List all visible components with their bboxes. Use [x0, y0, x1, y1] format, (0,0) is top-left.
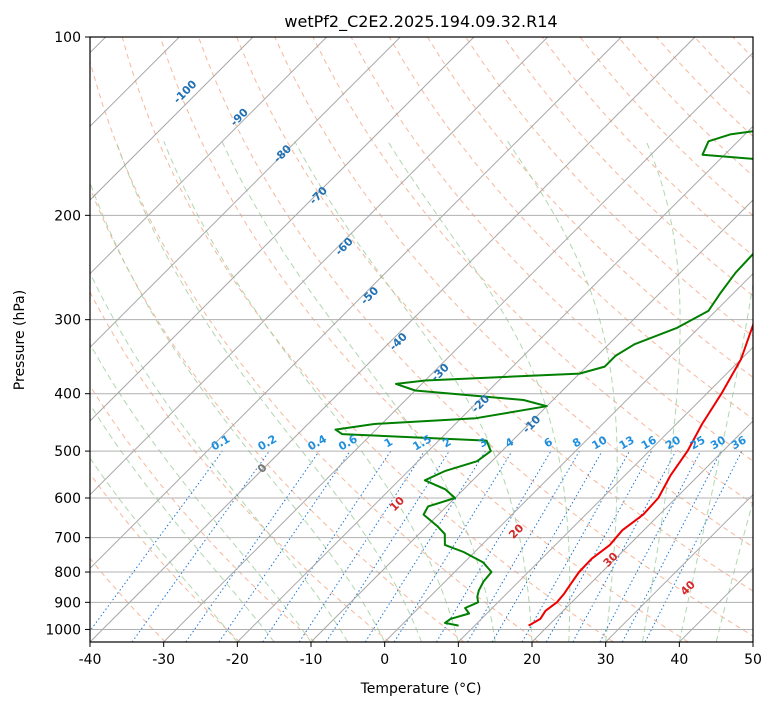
- plot-background: [90, 37, 753, 642]
- x-tick-label: 50: [744, 652, 762, 668]
- dry-adiabat: [90, 472, 241, 642]
- y-tick-label: 200: [54, 208, 81, 224]
- isotherm-line: [90, 37, 475, 422]
- y-tick-label: 100: [54, 30, 81, 46]
- mixing-ratio-line: [435, 450, 552, 642]
- isotherm-line: [310, 199, 753, 642]
- dry-adiabat: [159, 37, 689, 642]
- skewed-isotherms: [90, 37, 753, 642]
- mixing-ratio-line: [393, 450, 513, 642]
- x-tick-label: -20: [226, 652, 249, 668]
- dry-adiabat: [90, 291, 390, 642]
- temperature-profile-line: [528, 322, 753, 627]
- mixing-ratio-line: [218, 450, 351, 642]
- mixing-ratio-line: [521, 450, 630, 642]
- isotherm-line: [90, 37, 401, 349]
- x-tick-label: 10: [449, 652, 467, 668]
- dry-adiabat: [90, 186, 465, 642]
- dry-adiabat: [121, 37, 614, 642]
- y-tick-label: 600: [54, 491, 81, 507]
- y-axis: 100 200 300 400 500 600 700 800 900 1000: [45, 30, 90, 638]
- dry-adiabat: [236, 37, 753, 592]
- x-axis-title: Temperature (°C): [360, 681, 482, 697]
- x-tick-label: -40: [79, 652, 102, 668]
- x-tick-label: 20: [523, 652, 541, 668]
- isotherm-line: [236, 125, 753, 642]
- mixing-ratio-line: [364, 450, 486, 642]
- dry-adiabat: [465, 37, 753, 338]
- isotherm-line: [90, 37, 696, 642]
- dewpoint-profile-line: [334, 130, 753, 627]
- y-tick-label: 900: [54, 595, 81, 611]
- profile-lines: [334, 130, 753, 627]
- dry-adiabat: [274, 37, 753, 548]
- isotherm-line: [90, 37, 254, 201]
- dry-adiabat: [90, 557, 166, 642]
- y-tick-label: 400: [54, 387, 81, 403]
- x-axis: -40 -30 -20 -10 0 10 20 30 40 50: [79, 642, 762, 668]
- y-tick-label: 500: [54, 444, 81, 460]
- isotherm-line: [605, 493, 753, 642]
- isotherm-line: [90, 37, 622, 570]
- pressure-gridlines: [90, 37, 753, 630]
- dry-adiabat: [312, 37, 753, 505]
- mixing-ratio-line: [467, 450, 580, 642]
- x-tick-label: 30: [597, 652, 615, 668]
- isotherm-line: [531, 420, 753, 642]
- mixing-ratio-line: [491, 450, 603, 642]
- plot-area: 0.1 0.2 0.4 0.6 1 1.5 2 3 4 6 8 10 13 16 20 25 30 36-100-…: [90, 37, 753, 642]
- dry-adiabat: [90, 384, 316, 642]
- dry-adiabat: [388, 37, 753, 420]
- x-tick-label: -10: [300, 652, 323, 668]
- dry-adiabat: [503, 37, 753, 297]
- plot-frame: [89, 36, 754, 643]
- isotherm-line: [457, 346, 753, 642]
- y-tick-label: 700: [54, 531, 81, 547]
- x-tick-label: 40: [670, 652, 688, 668]
- x-tick-label: 0: [380, 652, 389, 668]
- mixing-ratio-line: [572, 450, 677, 642]
- y-tick-label: 1000: [45, 622, 81, 638]
- isotherm-line: [90, 37, 549, 496]
- y-tick-label: 300: [54, 313, 81, 329]
- chart-title: wetPf2_C2E2.2025.194.09.32.R14: [284, 12, 557, 32]
- mixing-ratio-line: [185, 450, 320, 642]
- isotherm-line: [384, 272, 753, 642]
- y-axis-title: Pressure (hPa): [12, 290, 28, 390]
- isotherm-line: [90, 37, 328, 275]
- x-tick-label: -30: [152, 652, 175, 668]
- dry-adiabat: [350, 37, 753, 462]
- isotherm-line: [163, 51, 753, 642]
- y-tick-label: 800: [54, 565, 81, 581]
- dry-adiabat: [90, 59, 540, 642]
